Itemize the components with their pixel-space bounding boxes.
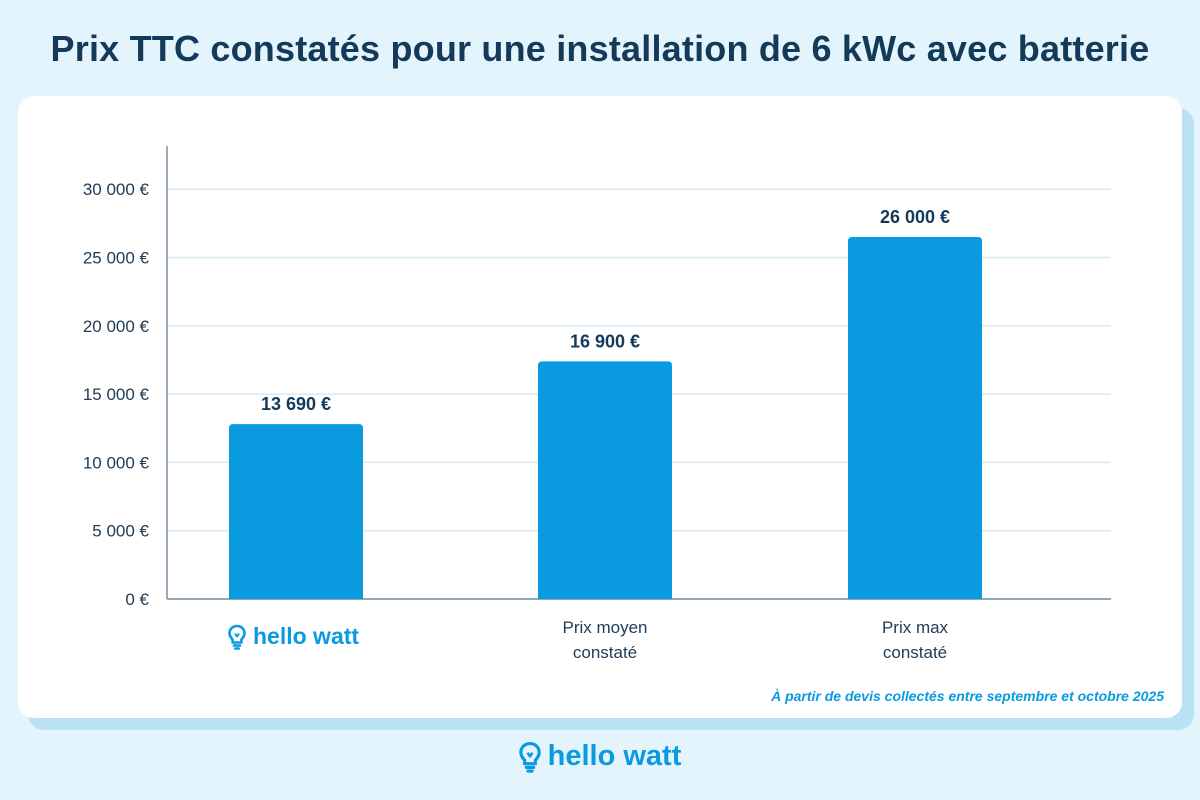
- y-tick-label: 0 €: [125, 590, 149, 609]
- brand-logo-footer: hello watt: [0, 740, 1200, 773]
- brand-name-inline: hello watt: [253, 623, 360, 649]
- y-tick-label: 25 000 €: [83, 249, 150, 268]
- bar-chart: 0 € 5 000 € 10 000 € 15 000 € 20 000 € 25 000…: [83, 146, 1111, 662]
- y-tick-label: 20 000 €: [83, 317, 150, 336]
- bar: [848, 237, 982, 599]
- lightbulb-icon: [228, 624, 246, 650]
- x-tick-label: Prix max: [882, 618, 949, 637]
- source-note: À partir de devis collectés entre septem…: [771, 688, 1164, 704]
- bar-value-label: 13 690 €: [261, 394, 331, 414]
- bar-value-label: 26 000 €: [880, 207, 950, 227]
- y-tick-label: 5 000 €: [92, 522, 149, 541]
- brand-logo-inline: hello watt: [228, 623, 359, 650]
- page-title: Prix TTC constatés pour une installation…: [50, 28, 1150, 69]
- x-tick-label: constaté: [883, 643, 947, 662]
- bar: [229, 424, 363, 599]
- y-tick-label: 15 000 €: [83, 385, 150, 404]
- y-tick-label: 30 000 €: [83, 180, 150, 199]
- chart-card: 0 € 5 000 € 10 000 € 15 000 € 20 000 € 25 000…: [18, 96, 1182, 718]
- x-tick-label: Prix moyen: [562, 618, 647, 637]
- y-tick-label: 10 000 €: [83, 453, 150, 472]
- lightbulb-icon: [518, 741, 541, 773]
- bar: [538, 361, 672, 599]
- brand-name-footer: hello watt: [547, 740, 682, 772]
- bar-value-label: 16 900 €: [570, 331, 640, 351]
- x-tick-label: constaté: [573, 643, 637, 662]
